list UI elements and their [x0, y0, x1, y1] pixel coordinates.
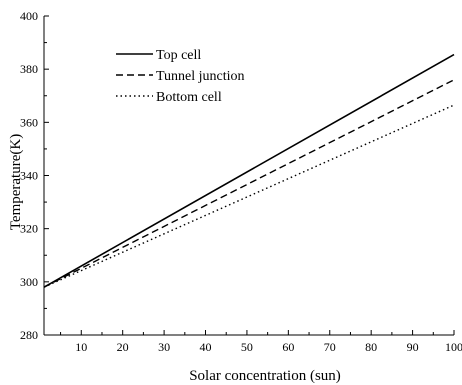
- series-line-1: [43, 53, 455, 288]
- y-tick-label: 400: [20, 9, 38, 23]
- y-tick-label: 280: [20, 328, 38, 342]
- series-line-3: [43, 104, 455, 288]
- series-group: [43, 53, 455, 288]
- x-tick-label: 100: [445, 340, 462, 354]
- legend: Top cell Tunnel junction Bottom cell: [116, 48, 245, 105]
- axes: 10 20 30 40 50 60 70 80 90 100 280 300 320 340 360 380 4…: [20, 9, 462, 354]
- y-tick-label: 360: [20, 115, 38, 129]
- x-tick-label: 50: [241, 340, 253, 354]
- x-tick-label: 10: [75, 340, 87, 354]
- x-tick-label: 20: [117, 340, 129, 354]
- legend-label-3: Bottom cell: [156, 90, 222, 105]
- x-tick-label: 40: [200, 340, 212, 354]
- y-tick-label: 300: [20, 275, 38, 289]
- x-tick-label: 70: [324, 340, 336, 354]
- x-tick-label: 80: [365, 340, 377, 354]
- legend-label-1: Top cell: [156, 48, 201, 63]
- x-axis-title: Solar concentration (sun): [189, 368, 341, 384]
- legend-label-2: Tunnel junction: [156, 69, 245, 84]
- x-tick-label: 60: [282, 340, 294, 354]
- y-tick-label: 340: [20, 169, 38, 183]
- x-tick-label: 30: [158, 340, 170, 354]
- series-line-2: [43, 79, 455, 288]
- y-tick-label: 320: [20, 222, 38, 236]
- y-tick-label: 380: [20, 62, 38, 76]
- x-tick-label: 90: [407, 340, 419, 354]
- y-axis-title: Temperature(K): [8, 134, 24, 230]
